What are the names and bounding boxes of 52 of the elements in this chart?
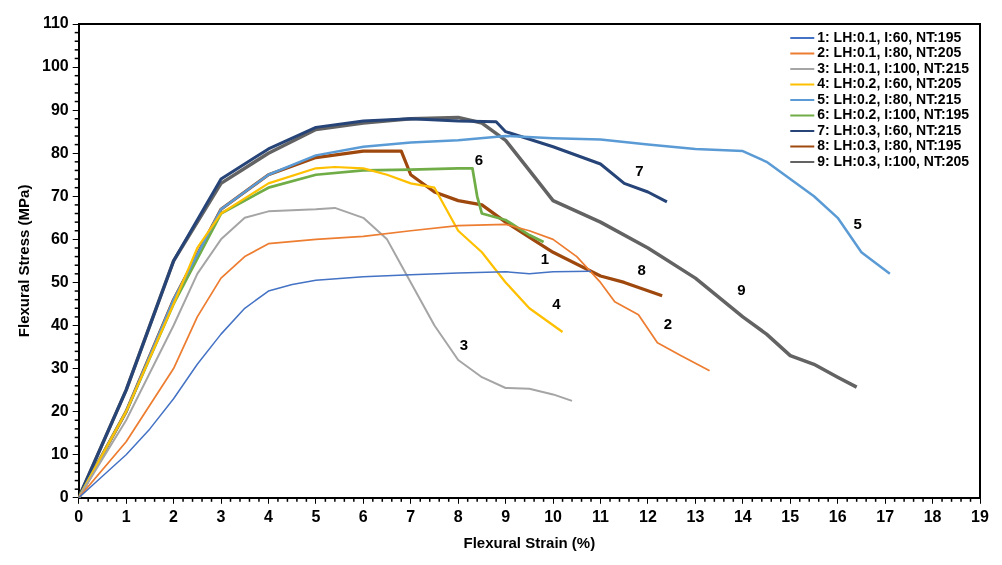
- x-tick-label: 16: [828, 507, 847, 525]
- legend-label: 6: LH:0.2, I:100, NT:195: [817, 106, 970, 123]
- legend-label: 4: LH:0.2, I:60, NT:205: [817, 75, 962, 92]
- legend-label: 2: LH:0.1, I:80, NT:205: [817, 44, 962, 61]
- x-tick-label: 8: [453, 507, 463, 525]
- annotation: 7: [635, 161, 644, 179]
- x-tick-label: 18: [923, 507, 942, 525]
- legend-label: 3: LH:0.1, I:100, NT:215: [817, 59, 970, 76]
- x-tick-label: 3: [216, 507, 226, 525]
- annotation: 9: [737, 281, 746, 299]
- x-tick-label: 14: [733, 507, 752, 525]
- x-tick-label: 1: [121, 507, 131, 525]
- annotation: 4: [552, 295, 562, 313]
- legend-label: 8: LH:0.3, I:80, NT:195: [817, 137, 962, 154]
- legend-label: 7: LH:0.3, I:60, NT:215: [817, 121, 962, 138]
- legend-label: 9: LH:0.3, I:100, NT:205: [817, 152, 970, 169]
- annotation: 2: [663, 314, 672, 332]
- y-tick-label: 50: [50, 272, 69, 290]
- y-tick-label: 90: [50, 100, 69, 118]
- y-tick-label: 0: [59, 488, 69, 506]
- legend-label: 5: LH:0.2, I:80, NT:215: [817, 90, 962, 107]
- annotation: 8: [637, 261, 646, 279]
- x-tick-label: 12: [639, 507, 657, 525]
- x-tick-label: 4: [263, 507, 273, 525]
- annotation: 3: [459, 335, 468, 353]
- annotation: 6: [474, 151, 484, 169]
- x-tick-label: 9: [501, 507, 511, 525]
- y-tick-label: 100: [41, 57, 69, 75]
- x-tick-label: 13: [686, 507, 705, 525]
- y-axis-title: Flexural Stress (MPa): [15, 184, 33, 338]
- y-tick-label: 10: [50, 445, 69, 463]
- y-tick-label: 70: [50, 186, 69, 204]
- x-tick-label: 6: [358, 507, 368, 525]
- annotation: 5: [853, 215, 862, 233]
- y-tick-label: 60: [50, 229, 69, 247]
- x-tick-label: 0: [74, 507, 84, 525]
- x-tick-label: 2: [169, 507, 179, 525]
- x-tick-label: 7: [406, 507, 416, 525]
- x-tick-label: 5: [311, 507, 321, 525]
- x-tick-label: 11: [592, 507, 610, 525]
- x-tick-label: 17: [876, 507, 895, 525]
- x-tick-label: 10: [544, 507, 563, 525]
- y-tick-label: 110: [42, 14, 69, 32]
- y-tick-label: 40: [50, 315, 69, 333]
- x-axis-title: Flexural Strain (%): [463, 534, 596, 552]
- y-tick-label: 30: [50, 358, 69, 376]
- annotation: 1: [540, 250, 550, 268]
- x-tick-label: 19: [971, 507, 989, 525]
- legend-label: 1: LH:0.1, I:60, NT:195: [817, 28, 962, 45]
- y-tick-label: 20: [50, 402, 69, 420]
- y-tick-label: 80: [50, 143, 69, 161]
- x-tick-label: 15: [781, 507, 800, 525]
